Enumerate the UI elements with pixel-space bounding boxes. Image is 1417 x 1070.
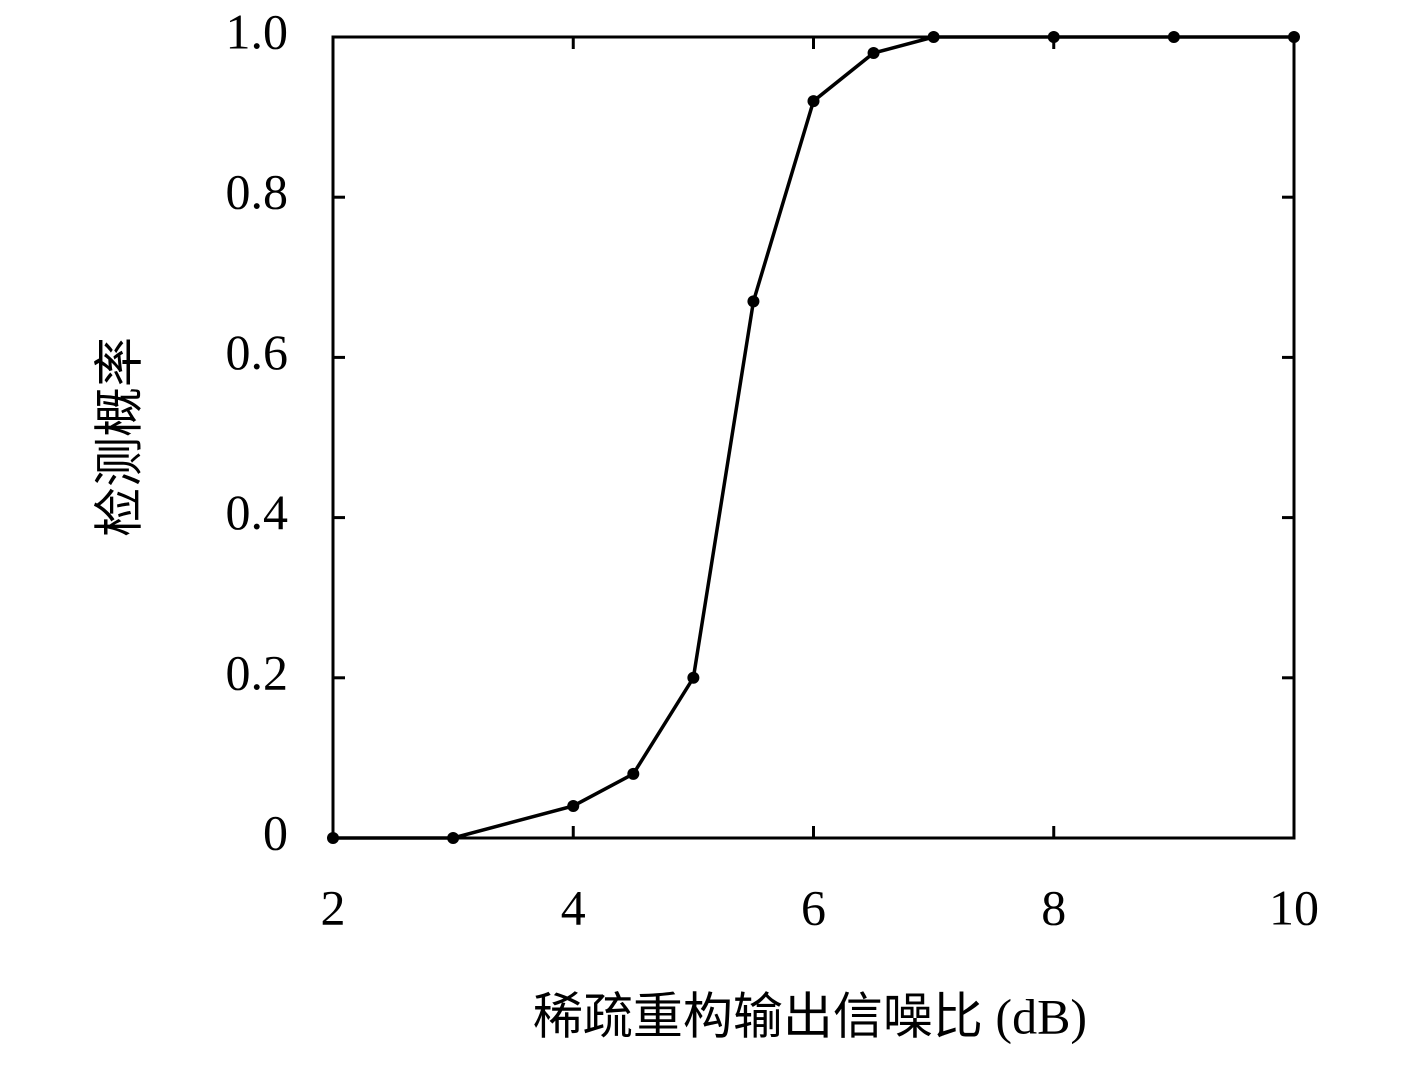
data-point [1288,31,1300,43]
data-point [1047,31,1060,43]
y-tick-label: 0.2 [226,644,289,700]
y-axis-label: 检测概率 [91,337,147,537]
data-point [807,95,820,108]
plot-frame [331,35,1296,840]
y-tick-label: 0.8 [226,164,289,220]
x-tick-label: 6 [801,879,826,935]
x-tick-label: 10 [1269,879,1319,935]
data-point [627,767,640,780]
data-point [747,295,760,308]
y-tick-label: 0 [263,804,288,860]
data-point [567,799,580,812]
data-point [447,832,460,844]
data-line [333,35,1294,840]
x-tick-label: 2 [321,879,346,935]
y-tick-label: 1.0 [226,3,289,59]
y-tick-label: 0.6 [226,324,289,380]
x-tick-label: 8 [1041,879,1066,935]
x-tick-label: 4 [561,879,586,935]
data-point [1167,31,1180,43]
x-axis-label: 稀疏重构输出信噪比 (dB) [533,988,1087,1044]
data-point [327,832,339,844]
data-point [687,671,700,684]
y-tick-label: 0.4 [226,484,289,540]
data-point [927,31,940,43]
data-point [867,47,880,60]
